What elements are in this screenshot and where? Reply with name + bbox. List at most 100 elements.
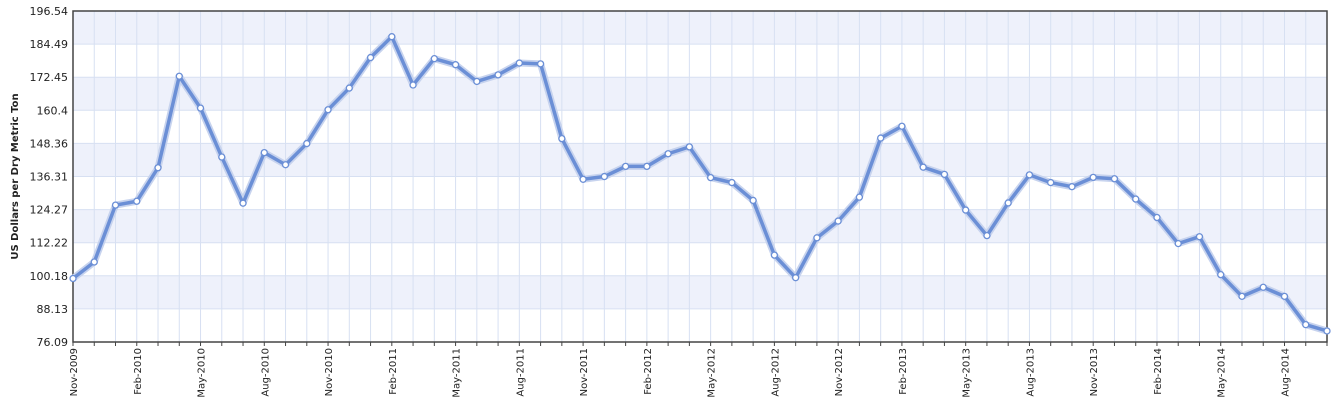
data-point [600,172,609,181]
y-tick-label: 112.22 [30,237,69,250]
y-axis-tick-labels: 196.54 184.49 172.45 160.4 148.36 136.31 124.2… [30,5,69,349]
data-markers [69,33,1331,335]
x-tick-label: May-2014 [1217,348,1228,398]
data-point [260,148,268,157]
data-point [494,71,502,79]
data-point [1089,173,1097,182]
y-tick-label: 196.54 [30,5,69,18]
x-tick-label: Aug-2013 [1025,348,1036,397]
data-point [643,162,651,171]
x-tick-label: Aug-2010 [260,348,271,397]
data-point [664,150,672,158]
data-point [770,251,779,259]
x-tick-label: Nov-2013 [1089,348,1100,396]
y-tick-label: 124.27 [30,204,69,217]
data-point [281,161,290,169]
plot-frame [72,10,1328,343]
background-band [73,209,1327,243]
data-point [962,206,970,214]
data-point [558,134,566,143]
data-point [621,162,630,171]
background-band [73,110,1327,144]
data-point [409,81,417,89]
data-point [919,163,927,171]
data-point [706,173,715,182]
data-point [154,164,162,172]
data-point [451,61,460,69]
x-tick-label: Feb-2013 [898,348,909,395]
y-tick-label: 160.4 [37,104,69,117]
series-line-group [69,33,1331,335]
data-point [1025,171,1034,179]
data-point [813,234,821,242]
data-point [728,178,736,187]
data-point [1195,233,1204,241]
data-point [579,175,587,183]
y-tick-label: 100.18 [30,270,69,283]
x-tick-label: May-2011 [452,348,463,398]
data-point [1323,327,1331,335]
data-point [473,77,481,86]
data-point [940,170,949,178]
y-tick-label: 88.13 [37,303,69,316]
data-point [111,201,120,209]
data-point [1174,239,1182,248]
x-tick-label: Nov-2011 [579,348,590,396]
data-point [366,53,375,62]
data-point [1110,175,1119,183]
x-tick-label: Nov-2009 [69,348,80,396]
background-band [73,44,1327,78]
data-point [69,274,77,283]
y-tick-label: 76.09 [37,336,69,349]
data-point [196,104,205,112]
data-point [1047,178,1055,187]
data-point [1238,292,1246,301]
background-band [73,242,1327,276]
x-tick-label: May-2010 [197,348,208,398]
series-line [71,34,1329,333]
data-point [536,60,545,68]
x-tick-label: Feb-2014 [1153,348,1164,395]
x-tick-label: Feb-2012 [643,348,654,395]
data-point [877,134,885,142]
data-point [1280,292,1289,301]
data-point [1217,270,1225,279]
x-tick-label: Feb-2010 [133,348,144,395]
background-band [73,77,1327,111]
x-tick-label: Feb-2011 [388,348,399,395]
data-point [388,33,396,41]
data-point [1004,199,1012,207]
data-point [749,196,757,205]
x-tick-label: May-2012 [707,348,718,398]
data-point [1132,195,1140,203]
data-point [175,72,183,80]
data-point [239,199,247,207]
data-point [1259,283,1267,291]
x-tick-label: Aug-2014 [1280,348,1291,397]
data-point [430,55,438,63]
data-point [685,143,694,151]
data-point [898,122,906,130]
x-tick-marks [72,342,1328,346]
data-point [324,106,332,114]
data-point [90,258,98,266]
data-point [133,197,141,205]
data-point [303,139,311,148]
data-point [1153,213,1161,222]
background-band [73,11,1327,45]
y-axis-label: US Dollars per Dry Metric Ton [10,93,21,259]
background-band [73,275,1327,309]
data-point [1302,321,1310,329]
x-tick-label: Nov-2012 [834,348,845,396]
data-point [855,193,864,201]
background-band [73,308,1327,342]
x-axis-tick-labels: Nov-2009 Feb-2010 May-2010 Aug-2010 Nov-2010… [69,348,1291,398]
data-point [515,59,523,67]
y-tick-label: 136.31 [30,171,69,184]
data-point [1068,183,1076,191]
data-point [345,84,353,92]
x-tick-label: May-2013 [962,348,973,398]
y-tick-label: 172.45 [30,71,69,84]
data-point [218,153,226,161]
